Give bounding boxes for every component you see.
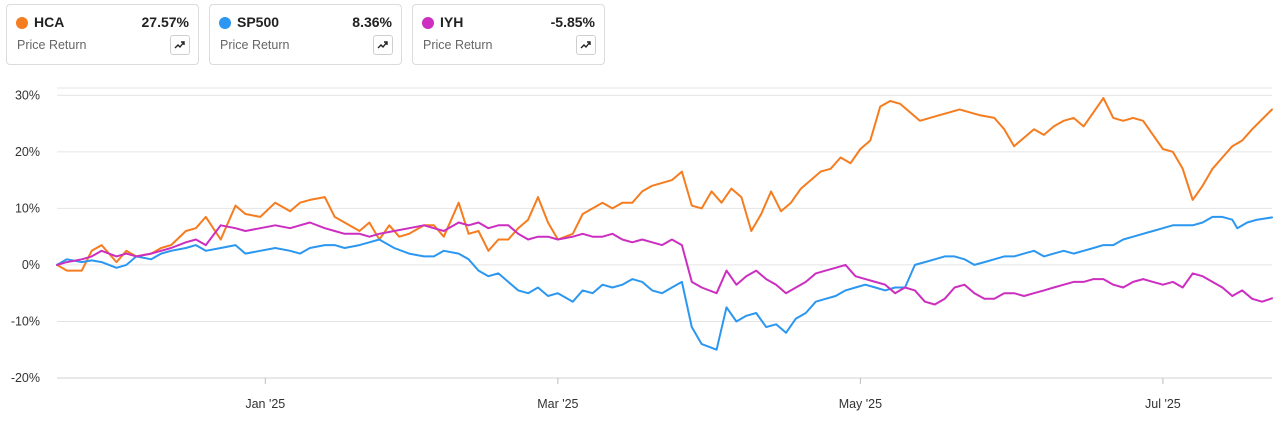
legend-cards: HCA 27.57% Price Return SP500 8.36% Pric… <box>6 4 605 65</box>
ticker-label: SP500 <box>237 14 280 30</box>
return-value: 8.36% <box>352 14 392 30</box>
series-color-dot <box>16 17 28 29</box>
y-tick-label: 10% <box>15 201 40 215</box>
series-color-dot <box>219 17 231 29</box>
legend-card-hca[interactable]: HCA 27.57% Price Return <box>6 4 199 65</box>
ticker-label: HCA <box>34 14 65 30</box>
trend-up-icon[interactable] <box>170 35 190 55</box>
x-tick-label: May '25 <box>839 397 882 411</box>
grid <box>57 87 1272 379</box>
metric-label: Price Return <box>17 38 87 52</box>
series-line-hca[interactable] <box>56 97 1273 272</box>
legend-card-sp500[interactable]: SP500 8.36% Price Return <box>209 4 402 65</box>
y-tick-label: 30% <box>15 88 40 102</box>
y-tick-label: -10% <box>11 314 40 328</box>
metric-label: Price Return <box>220 38 290 52</box>
ticker-label: IYH <box>440 14 464 30</box>
return-value: -5.85% <box>550 14 595 30</box>
series-line-iyh[interactable] <box>56 221 1273 306</box>
y-tick-label: 0% <box>22 258 40 272</box>
series-color-dot <box>422 17 434 29</box>
y-tick-label: -20% <box>11 371 40 385</box>
x-tick-label: Jul '25 <box>1145 397 1181 411</box>
return-value: 27.57% <box>141 14 189 30</box>
trend-up-icon[interactable] <box>373 35 393 55</box>
x-tick-label: Jan '25 <box>245 397 285 411</box>
legend-card-iyh[interactable]: IYH -5.85% Price Return <box>412 4 605 65</box>
trend-up-icon[interactable] <box>576 35 596 55</box>
y-axis: -20% -10% 0% 10% 20% 30% <box>11 88 40 385</box>
x-axis: Jan '25 Mar '25 May '25 Jul '25 <box>57 377 1272 411</box>
series-line-sp500[interactable] <box>56 215 1273 351</box>
series-lines <box>56 97 1273 351</box>
metric-label: Price Return <box>423 38 493 52</box>
x-tick-label: Mar '25 <box>537 397 578 411</box>
y-tick-label: 20% <box>15 145 40 159</box>
